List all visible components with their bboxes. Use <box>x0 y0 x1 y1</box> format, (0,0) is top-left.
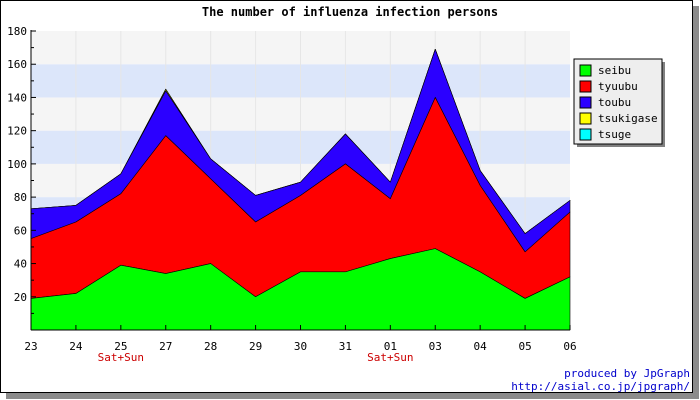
y-tick-label-60: 60 <box>14 224 27 237</box>
y-tick-label-160: 160 <box>7 58 27 71</box>
frame-shadow-bottom <box>6 393 699 399</box>
y-tick-label-80: 80 <box>14 191 27 204</box>
x-tick-label-04: 04 <box>474 340 488 353</box>
y-tick-label-40: 40 <box>14 258 27 271</box>
x-tick-label-27: 27 <box>159 340 172 353</box>
x-tick-label-29: 29 <box>249 340 262 353</box>
legend-label-tsuge: tsuge <box>598 128 631 141</box>
x-note-01: Sat+Sun <box>367 351 413 364</box>
y-tick-label-120: 120 <box>7 125 27 138</box>
x-tick-label-23: 23 <box>24 340 37 353</box>
x-tick-label-05: 05 <box>518 340 531 353</box>
legend-swatch-seibu <box>579 64 592 77</box>
y-tick-label-180: 180 <box>7 25 27 38</box>
frame-shadow-right <box>693 6 699 399</box>
legend-swatch-tsuge <box>579 128 592 141</box>
y-axis-ticks: 20 40 60 80 100 120 140 160 180 <box>7 25 36 314</box>
y-tick-label-20: 20 <box>14 291 27 304</box>
legend-swatch-toubu <box>579 96 592 109</box>
chart-title: The number of influenza infection person… <box>202 5 498 19</box>
x-note-25: Sat+Sun <box>98 351 144 364</box>
x-tick-label-25: 25 <box>114 340 127 353</box>
x-tick-label-24: 24 <box>69 340 83 353</box>
stacked-areas <box>30 48 571 331</box>
legend-swatch-tsukigase <box>579 112 592 125</box>
x-tick-label-28: 28 <box>204 340 217 353</box>
y-tick-label-100: 100 <box>7 158 27 171</box>
credit-line-1: produced by JpGraph <box>564 367 690 380</box>
x-tick-label-30: 30 <box>294 340 307 353</box>
y-tick-label-140: 140 <box>7 91 27 104</box>
x-tick-label-03: 03 <box>429 340 442 353</box>
x-axis-ticks: 23 24 25 27 28 29 30 31 01 03 04 05 06 Sat+Sun Sat+Sun <box>24 325 577 364</box>
legend-swatch-tyuubu <box>579 80 592 93</box>
x-tick-label-06: 06 <box>563 340 576 353</box>
legend-label-tyuubu: tyuubu <box>598 80 638 93</box>
legend-label-toubu: toubu <box>598 96 631 109</box>
legend-label-seibu: seibu <box>598 64 631 77</box>
legend: seibu tyuubu toubu tsukigase tsuge <box>573 58 665 147</box>
x-tick-label-01: 01 <box>384 340 397 353</box>
legend-label-tsukigase: tsukigase <box>598 112 658 125</box>
x-tick-label-31: 31 <box>339 340 352 353</box>
credit-line-2[interactable]: http://asial.co.jp/jpgraph/ <box>511 380 690 393</box>
